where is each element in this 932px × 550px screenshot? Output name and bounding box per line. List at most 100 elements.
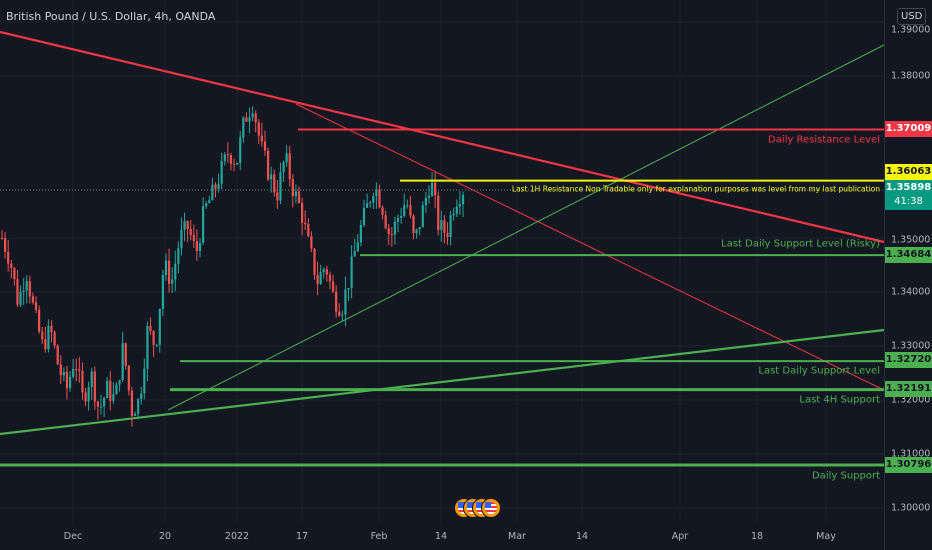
candle-body [319,272,322,285]
label-4h-support: Last 4H Support [799,394,880,406]
y-tick: 1.34000 [891,286,931,298]
candle-body [25,281,28,291]
candle-body [133,413,137,416]
candle-body [251,113,254,118]
currency-button[interactable]: USD [897,8,927,25]
candle-body [140,393,143,400]
candle-body [350,256,353,288]
candle-body [331,281,335,292]
economic-events[interactable] [454,498,502,520]
candle-body [34,302,38,310]
candle-body [446,232,449,237]
candle-body [443,220,446,233]
candle-body [276,192,279,201]
candle-body [137,399,140,414]
candle-body [270,174,273,180]
x-tick: 14 [575,531,589,542]
candle-body [143,368,146,394]
candle-body [344,289,347,315]
candle-body [41,331,44,340]
candle-body [96,401,100,407]
candle-body [263,141,267,151]
y-tick: 1.38000 [891,70,931,82]
candle-body [384,215,387,229]
label-daily-resistance: Daily Resistance Level [768,134,880,146]
x-tick: Mar [508,531,526,542]
candle-body [47,325,50,350]
candle-body [192,235,195,242]
candle-body [167,260,171,284]
candle-body [81,371,84,393]
candle-body [353,251,356,257]
candle-body [149,326,152,331]
candle-body [7,251,10,264]
candle-body [232,163,236,165]
candle-body [229,154,233,164]
candle-body [396,217,400,222]
candle-body [390,234,393,236]
candle-body [84,392,87,402]
candle-body [155,344,158,346]
candle-body [177,248,180,264]
candle-body [65,371,69,389]
candle-body [22,290,25,292]
y-tick: 1.33000 [891,340,931,352]
candle-body [239,137,242,163]
y-tick: 1.39000 [891,24,931,36]
label-daily-support-bottom: Daily Support [811,470,880,482]
candle-body [211,184,214,201]
candle-body [304,222,307,225]
trendlines [0,30,885,436]
candle-body [87,386,90,402]
candle-body [90,371,93,387]
price-tag-daily-support: 1.32720 [885,352,932,368]
candle-body [434,182,437,196]
candle-body [412,215,415,234]
y-tick: 1.30000 [891,502,931,514]
candle-body [226,154,229,156]
candle-body [115,384,118,395]
candle-body [424,197,427,206]
support-trendline-thin [167,44,885,411]
candle-body [266,150,270,180]
price-tag-4h-support: 1.32191 [885,381,932,397]
candle-body [440,220,443,231]
candle-body [56,345,59,365]
candle-body [28,281,31,297]
candle-body [449,215,452,237]
candle-body [359,225,362,243]
candle-body [409,205,412,216]
candle-body [10,263,13,268]
candle-body [375,189,378,197]
candle-body [430,182,434,196]
candle-body [400,216,403,218]
y-tick: 1.31000 [891,448,931,460]
candle-body [31,296,35,303]
price-tag-daily-resistance: 1.37009 [885,121,932,137]
candle-body [279,172,282,201]
candle-body [372,196,375,203]
candle-body [297,191,301,203]
x-tick: 2022 [224,531,250,542]
candle-body [99,406,103,408]
candle-body [195,241,199,252]
candle-body [78,369,81,372]
x-tick: 20 [158,531,172,542]
candle-body [335,291,338,312]
candle-body [152,330,155,345]
candle-body [381,207,384,216]
candle-body [189,228,192,236]
candle-body [174,263,177,280]
x-tick: 14 [434,531,448,542]
x-tick: Dec [63,531,83,542]
candle-body [387,228,390,235]
candle-body [183,221,186,230]
candle-body [427,195,431,198]
us-flag-icon[interactable] [481,498,501,518]
candle-body [461,194,465,205]
candle-body [214,184,217,189]
candle-body [307,224,310,237]
price-axis-divider [884,0,885,550]
label-daily-support-risky: Last Daily Support Level (Risky) [721,238,880,250]
